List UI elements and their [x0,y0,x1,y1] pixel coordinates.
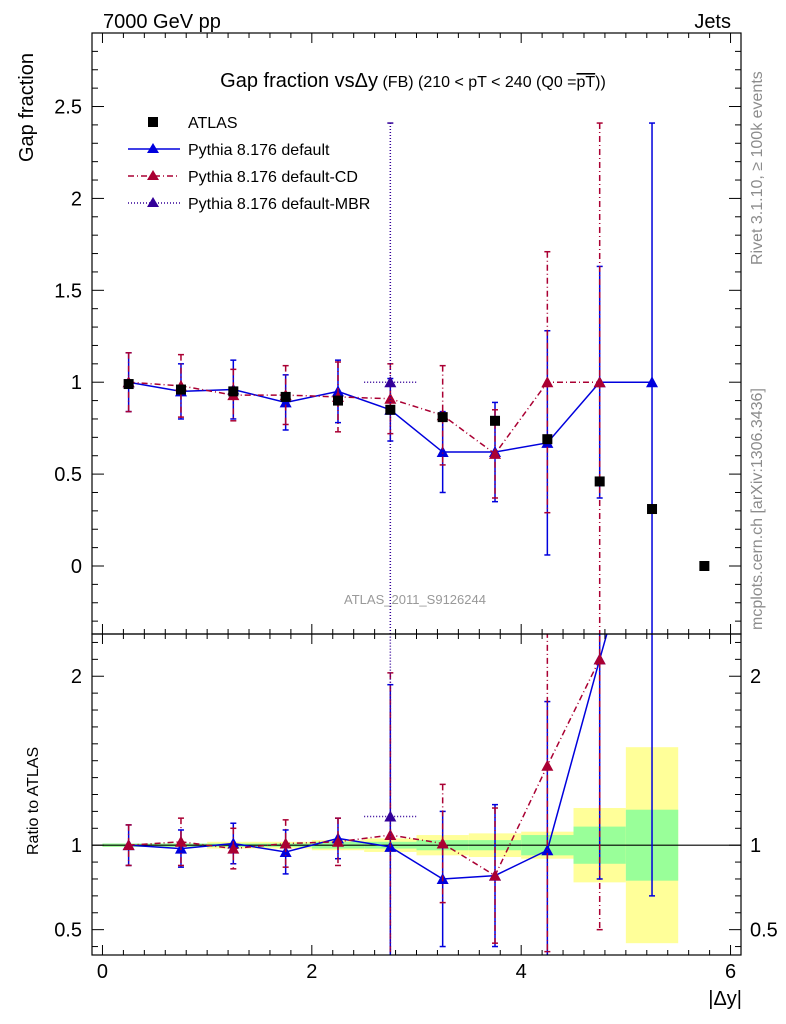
ratio-y-tick-label-right: 0.5 [750,920,778,942]
title-overline: pT [577,74,596,91]
legend-marker-atlas [148,117,158,127]
ratio-y-axis-label: Ratio to ATLAS [25,747,42,855]
main-point-pythia-8-176-default-cd [593,376,606,388]
main-point-atlas [385,404,396,415]
ratio-y-tick-label-right: 1 [750,835,761,857]
ratio-line-pythia-8-176-default-cd [128,659,601,877]
ratio-point-pythia-8-176-default-cd [227,842,240,854]
x-tick-label: 0 [97,961,108,983]
ratio-point-pythia-8-176-default-cd [541,759,554,771]
main-y-axis-label: Gap fraction [16,53,38,162]
main-y-tick-label: 1.5 [54,280,82,302]
main-point-pythia-8-176-default [279,396,292,408]
ratio-point-pythia-8-176-default-cd [174,835,187,847]
main-point-atlas [175,384,186,395]
chart-title: Gap fraction vsΔy (FB) (210 < pT < 240 (… [220,70,606,92]
main-y-tick-label: 0 [71,556,82,578]
title-sub: (FB) (210 < pT < 240 (Q0 = [378,74,576,91]
main-point-atlas [332,395,343,406]
main-point-pythia-8-176-default [436,446,449,458]
ratio-point-pythia-8-176-default-cd [436,837,449,849]
header-left: 7000 GeV pp [103,11,221,33]
legend-marker-cd [147,170,159,180]
main-point-atlas [437,412,448,423]
ratio-point-pythia-8-176-default-cd [384,829,397,841]
main-point-atlas [647,504,658,515]
title-close: )) [595,74,606,91]
legend: ATLAS Pythia 8.176 default Pythia 8.176 … [128,115,370,213]
main-point-pythia-8-176-default [646,376,659,388]
x-tick-label: 4 [516,961,527,983]
axes: 0 2 4 6 0 0.5 1 1.5 2 2.5 0.5 0.5 1 1 2 2 [54,32,778,983]
ratio-point-pythia-8-176-default-cd [279,837,292,849]
main-y-tick-label: 0.5 [54,464,82,486]
legend-marker-default [147,143,159,153]
ratio-point-pythia-8-176-default-mbr [384,810,397,822]
main-y-tick-label: 1 [71,372,82,394]
main-point-pythia-8-176-default-cd [541,376,554,388]
legend-marker-mbr [147,197,159,207]
main-panel-data [122,122,710,634]
ratio-y-tick-label-right: 2 [750,666,761,688]
x-tick-label: 6 [725,961,736,983]
main-line-pythia-8-176-default-cd [128,381,600,455]
ratio-y-tick-label: 2 [71,666,82,688]
main-point-atlas [228,386,239,397]
x-axis-label: |Δy| [708,988,742,1010]
main-point-atlas [594,476,605,487]
legend-label-default: Pythia 8.176 default [188,142,330,159]
legend-label-atlas: ATLAS [188,115,238,132]
main-point-atlas [542,434,553,445]
ratio-panel-data [92,634,741,955]
title-main: Gap fraction vsΔy [220,70,378,92]
main-y-tick-label: 2.5 [54,97,82,119]
rivet-label: Rivet 3.1.10, ≥ 100k events [749,71,766,265]
ratio-y-tick-label: 0.5 [54,920,82,942]
main-point-pythia-8-176-default-cd [384,392,397,404]
main-point-pythia-8-176-default-cd [489,447,502,459]
mcplots-label: mcplots.cern.ch [arXiv:1306.3436] [749,388,766,630]
main-point-pythia-8-176-default-mbr [384,376,397,388]
main-point-atlas [699,560,710,571]
analysis-watermark: ATLAS_2011_S9126244 [344,592,486,607]
main-point-atlas [280,391,291,402]
ratio-y-tick-label: 1 [71,835,82,857]
main-point-atlas [123,379,134,390]
legend-label-mbr: Pythia 8.176 default-MBR [188,196,370,213]
legend-label-cd: Pythia 8.176 default-CD [188,169,358,186]
ratio-point-pythia-8-176-default-cd [331,835,344,847]
main-point-atlas [490,415,501,426]
header-right: Jets [694,11,731,33]
ratio-point-pythia-8-176-default-cd [593,653,606,665]
ratio-point-pythia-8-176-default-cd [122,839,135,851]
x-tick-label: 2 [306,961,317,983]
main-y-tick-label: 2 [71,188,82,210]
ratio-point-pythia-8-176-default-cd [489,869,502,881]
